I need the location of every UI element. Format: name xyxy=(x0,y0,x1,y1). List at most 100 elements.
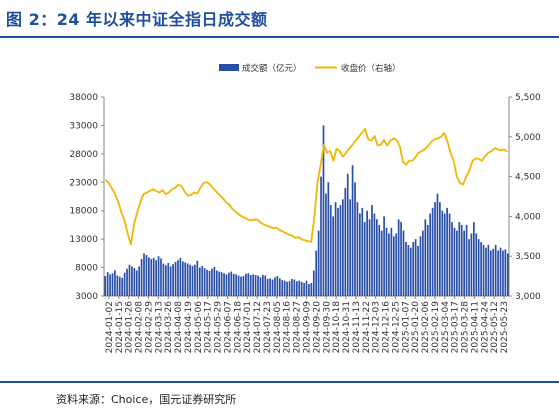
volume-bar xyxy=(504,249,507,296)
volume-bar xyxy=(477,239,480,296)
x-tick-label: 2025-04-24 xyxy=(480,301,490,354)
volume-bar xyxy=(375,219,378,296)
volume-bar xyxy=(181,261,184,296)
volume-bar xyxy=(320,176,322,296)
x-tick-label: 2024-07-12 xyxy=(253,301,263,353)
volume-bar xyxy=(169,266,172,296)
volume-bar xyxy=(249,274,252,296)
x-tick-label: 2025-03-28 xyxy=(461,301,471,354)
volume-bar xyxy=(422,230,424,296)
volume-bar xyxy=(448,213,451,296)
volume-bar xyxy=(232,273,235,296)
volume-bar xyxy=(252,274,254,296)
volume-bar xyxy=(342,199,344,296)
volume-bar xyxy=(237,275,240,296)
volume-bar xyxy=(123,272,126,296)
title-rule xyxy=(0,36,559,38)
x-tick-label: 2024-11-22 xyxy=(362,301,372,353)
volume-bar xyxy=(131,266,133,296)
volume-bar xyxy=(271,279,274,296)
volume-bar xyxy=(148,257,150,296)
volume-bar xyxy=(363,222,366,296)
volume-bar xyxy=(436,193,439,296)
volume-bar xyxy=(300,281,303,296)
volume-bar xyxy=(334,202,337,296)
volume-bar xyxy=(201,265,204,296)
x-tick-label: 2024-09-09 xyxy=(303,301,313,354)
x-tick-label: 2024-11-13 xyxy=(352,301,362,353)
volume-bar xyxy=(111,273,114,296)
volume-bar xyxy=(456,230,458,296)
volume-bar xyxy=(468,239,470,296)
volume-bar xyxy=(359,213,361,296)
x-tick-label: 2025-05-12 xyxy=(490,301,500,353)
volume-bar xyxy=(344,187,347,296)
volume-bar xyxy=(400,222,402,296)
volume-bar xyxy=(480,241,482,296)
volume-bar xyxy=(189,264,191,296)
volume-bar xyxy=(196,260,199,296)
volume-bar xyxy=(361,207,364,296)
volume-bar xyxy=(312,270,315,296)
volume-bar xyxy=(247,273,250,296)
volume-bar xyxy=(470,233,473,296)
volume-bar xyxy=(349,199,351,296)
left-tick-label: 3000 xyxy=(75,292,98,302)
x-tick-label: 2024-02-29 xyxy=(144,301,154,354)
volume-bar xyxy=(380,230,383,296)
x-tick-label: 2024-01-02 xyxy=(105,301,115,353)
volume-bar xyxy=(325,193,327,296)
volume-bar xyxy=(203,268,206,296)
volume-bar xyxy=(460,224,463,296)
volume-bar xyxy=(164,265,167,296)
volume-bar xyxy=(429,213,432,296)
volume-bar xyxy=(155,260,157,296)
volume-bar xyxy=(104,276,107,296)
volume-bar xyxy=(327,182,330,296)
x-tick-label: 2024-12-16 xyxy=(382,301,392,354)
volume-bar xyxy=(133,268,136,296)
volume-bar xyxy=(138,266,141,296)
volume-bar xyxy=(223,273,225,296)
volume-bar xyxy=(259,277,262,296)
bottom-rule xyxy=(0,381,559,383)
volume-bar xyxy=(424,219,427,296)
volume-bar xyxy=(412,241,415,296)
volume-bar xyxy=(305,280,308,296)
x-tick-label: 2024-10-18 xyxy=(332,301,342,354)
volume-bar xyxy=(162,263,165,296)
volume-bar xyxy=(257,275,259,296)
right-tick-label: 4,000 xyxy=(515,212,541,222)
x-tick-label: 2025-05-23 xyxy=(500,301,510,353)
legend-label-close: 收盘价（右轴） xyxy=(341,63,401,74)
volume-bar xyxy=(502,250,504,296)
volume-bar xyxy=(492,248,495,296)
volume-bar xyxy=(499,247,502,296)
volume-bar xyxy=(482,244,485,296)
x-tick-label: 2024-07-01 xyxy=(243,301,253,353)
volume-bar xyxy=(441,210,444,296)
volume-bar xyxy=(106,272,109,296)
volume-bar xyxy=(439,202,441,296)
x-tick-label: 2025-03-17 xyxy=(451,301,461,353)
volume-bar xyxy=(371,205,373,296)
volume-bar xyxy=(225,274,228,296)
left-tick-label: 33000 xyxy=(69,121,98,131)
volume-bar xyxy=(184,262,187,296)
volume-bar xyxy=(254,274,257,296)
volume-bar xyxy=(332,216,335,296)
volume-bar xyxy=(497,250,499,296)
right-tick-label: 5,500 xyxy=(515,93,541,103)
x-tick-label: 2024-05-06 xyxy=(194,301,204,354)
x-tick-label: 2024-05-17 xyxy=(204,301,214,353)
x-tick-label: 2024-05-29 xyxy=(214,301,224,354)
volume-bar xyxy=(346,173,349,296)
x-tick-label: 2024-06-18 xyxy=(233,301,243,354)
right-tick-label: 3,000 xyxy=(515,292,541,302)
right-tick-label: 5,000 xyxy=(515,133,541,143)
right-tick-label: 4,500 xyxy=(515,173,541,183)
volume-bar xyxy=(308,284,310,296)
volume-bar xyxy=(177,260,179,296)
close-price-line xyxy=(104,127,508,246)
volume-bar xyxy=(414,239,417,296)
